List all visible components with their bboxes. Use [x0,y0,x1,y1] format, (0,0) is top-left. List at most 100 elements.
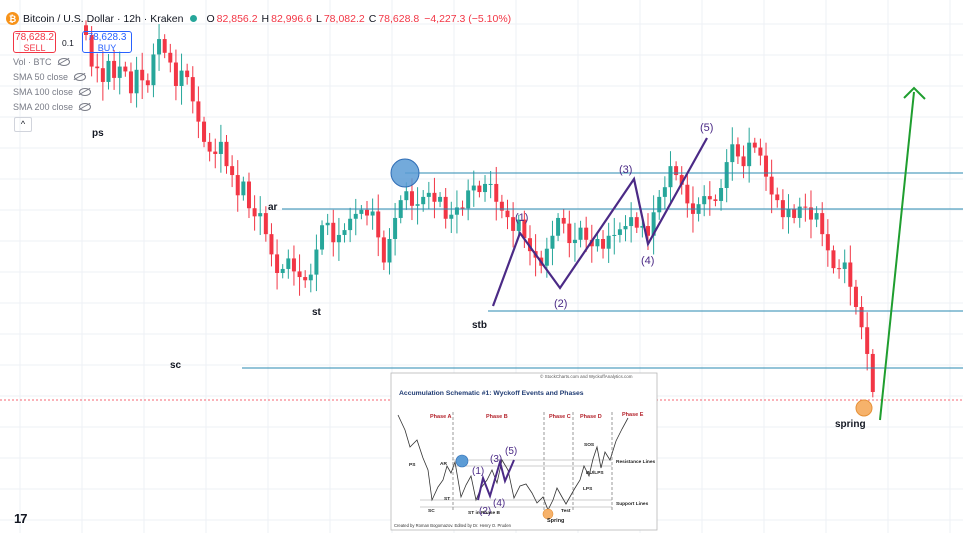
label-spring: spring [835,419,866,430]
candle-body [263,213,268,235]
candle-body [134,69,139,94]
candle-body [185,70,190,78]
indicator-sma100[interactable]: SMA 100 close [13,87,92,97]
candle-body [353,213,358,219]
candle-body [460,207,465,209]
eye-off-icon[interactable] [57,58,70,66]
candle-body [629,217,634,227]
candle-body [348,218,353,231]
candle-body [179,70,184,86]
candle-body [207,141,212,152]
candle-body [758,147,763,156]
level-lines [242,172,963,369]
inset-spring-circle [542,508,554,520]
ar-circle-marker [390,158,420,188]
candle-body [471,185,476,191]
candle-body [128,71,133,94]
symbol-header[interactable]: ₿ Bitcoin / U.S. Dollar · 12h · Kraken O… [6,12,511,25]
wave-label-1: (1) [515,212,528,224]
inset-phase-b: Phase B [486,414,508,420]
collapse-legend-button[interactable]: ^ [14,117,32,132]
candle-body [651,212,656,236]
candle-body [483,183,488,193]
candle-body [634,217,639,228]
candle-body [202,121,207,142]
candle-body [140,69,145,81]
candle-body [735,144,740,157]
candle-body [291,258,296,272]
candle-body [662,187,667,197]
inset-spring-label: Spring [547,518,564,524]
label-st: st [312,307,322,318]
eye-off-icon[interactable] [79,88,92,96]
inset-event-ps: PS [409,462,416,468]
candle-body [314,249,319,275]
candle-body [218,141,223,154]
wyckoff-schematic-inset: © StockCharts.com and WyckoffAnalytics.c… [390,372,658,531]
candle-body [280,268,285,273]
candle-body [275,254,280,273]
inset-credit-top: © StockCharts.com and WyckoffAnalytics.c… [540,373,633,379]
candle-body [752,142,757,148]
candle-body [196,101,201,122]
candle-body [825,234,830,251]
indicator-volume-label: Vol · BTC [13,57,52,67]
candle-body [578,227,583,240]
candle-body [808,207,813,220]
candle-body [426,192,431,197]
inset-title: Accumulation Schematic #1: Wyckoff Event… [399,390,584,397]
candle-body [556,217,561,236]
candle-body [415,204,420,206]
candle-body [157,39,162,55]
candle-body [865,327,870,354]
low-value: 78,082.2 [323,12,365,25]
candle-body [117,66,122,78]
candle-body [657,196,662,213]
candle-body [617,229,622,235]
candle-body [741,156,746,167]
inset-wave-label-2: (2) [479,506,491,517]
indicator-sma100-label: SMA 100 close [13,87,74,97]
indicator-volume[interactable]: Vol · BTC [13,57,70,67]
label-ar: ar [268,202,278,213]
candle-body [820,213,825,235]
projection-arrowhead [903,86,926,100]
candle-body [241,181,246,196]
inset-credit-bottom: Created by Roman Bogomazov. Edited by Dr… [394,523,512,528]
eye-off-icon[interactable] [79,103,92,111]
candle-body [606,235,611,249]
spring-circle-marker [855,399,873,417]
inset-wave-label-5: (5) [505,446,517,457]
candle-body [100,68,105,82]
bitcoin-icon: ₿ [6,12,19,25]
symbol-title[interactable]: Bitcoin / U.S. Dollar · 12h · Kraken [23,12,184,25]
inset-event-bu-lps: BU/LPS [586,470,604,476]
indicator-sma50[interactable]: SMA 50 close [13,72,87,82]
close-label: C [368,12,377,25]
candle-body [381,237,386,263]
wyckoff-wave-path [491,137,708,307]
candle-body [544,248,549,266]
open-label: O [206,12,215,25]
candle-body [601,239,606,249]
inset-ar-circle [455,454,469,468]
candle-body [449,214,454,219]
sell-button[interactable]: 78,628.2 SELL [13,31,56,53]
candle-body [572,239,577,244]
projection-arrow-line [879,91,915,421]
open-value: 82,856.2 [216,12,258,25]
candle-body [235,175,240,196]
inset-wave-label-1: (1) [472,466,484,477]
indicator-sma200[interactable]: SMA 200 close [13,102,92,112]
inset-resistance-lines: Resistance Lines [616,459,656,465]
candle-body [853,286,858,307]
candle-body [668,166,673,188]
candle-body [679,175,684,185]
indicator-sma200-label: SMA 200 close [13,102,74,112]
candle-body [803,206,808,208]
buy-button[interactable]: 78,628.3 BUY [82,31,132,53]
inset-phase-a: Phase A [430,414,452,420]
eye-off-icon[interactable] [74,73,87,81]
sell-price: 78,628.2 [15,32,54,43]
